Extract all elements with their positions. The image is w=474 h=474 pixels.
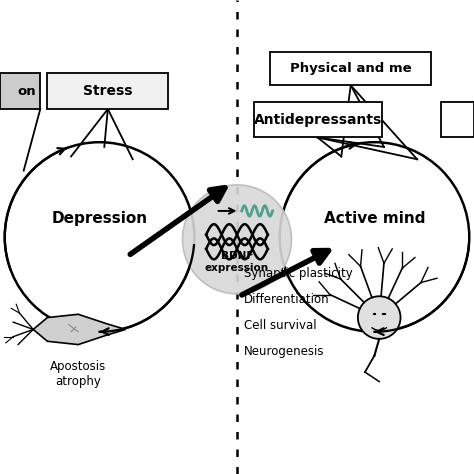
FancyBboxPatch shape [0, 73, 40, 109]
Text: Physical and me: Physical and me [290, 62, 411, 75]
Text: BDNF
expression: BDNF expression [205, 251, 269, 273]
FancyBboxPatch shape [270, 52, 431, 85]
Text: Stress: Stress [83, 84, 133, 98]
Text: on: on [17, 85, 36, 98]
Text: Apostosis
atrophy: Apostosis atrophy [50, 360, 106, 388]
Polygon shape [33, 314, 126, 345]
FancyBboxPatch shape [441, 102, 474, 137]
Text: Differentiation: Differentiation [244, 293, 330, 306]
Text: Depression: Depression [52, 210, 147, 226]
Circle shape [182, 185, 292, 294]
Text: Synaptic plasticity: Synaptic plasticity [244, 267, 353, 280]
FancyBboxPatch shape [47, 73, 168, 109]
Text: Antidepressants: Antidepressants [254, 113, 382, 127]
Text: Cell survival: Cell survival [244, 319, 317, 332]
Text: Active mind: Active mind [324, 210, 425, 226]
Circle shape [358, 296, 401, 339]
FancyBboxPatch shape [254, 102, 382, 137]
Text: Neurogenesis: Neurogenesis [244, 345, 325, 358]
